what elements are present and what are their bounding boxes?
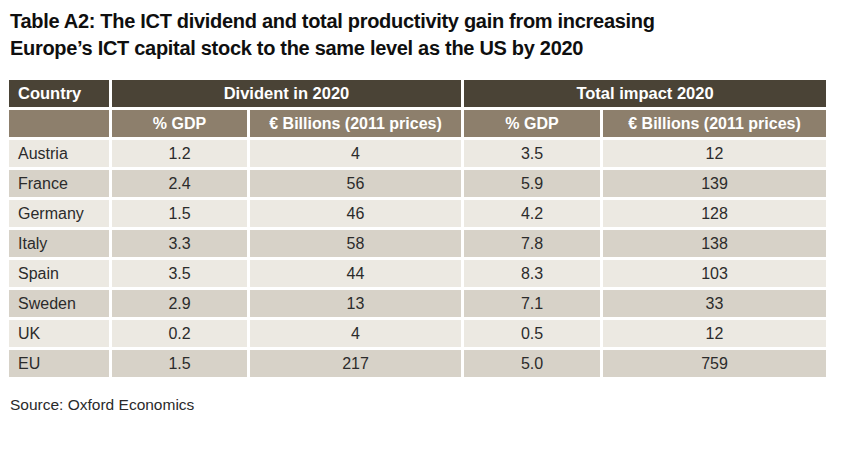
table-row: Germany1.5464.2128	[9, 200, 826, 227]
dividend-billions-cell: 217	[250, 350, 461, 377]
country-cell: Germany	[9, 200, 109, 227]
table-title-line-1: Table A2: The ICT dividend and total pro…	[10, 8, 847, 35]
total-billions-cell: 139	[603, 170, 826, 197]
total-gdp-cell: 3.5	[464, 140, 600, 167]
dividend-billions-cell: 58	[250, 230, 461, 257]
table-row: Spain3.5448.3103	[9, 260, 826, 287]
dividend-gdp-cell: 1.5	[112, 350, 247, 377]
table-body: Austria1.243.512France2.4565.9139Germany…	[9, 140, 826, 377]
total-gdp-cell: 5.9	[464, 170, 600, 197]
table-row: Sweden2.9137.133	[9, 290, 826, 317]
ict-dividend-table: Country Divident in 2020 Total impact 20…	[6, 77, 829, 380]
page: Table A2: The ICT dividend and total pro…	[0, 0, 857, 414]
total-billions-cell: 12	[603, 140, 826, 167]
total-gdp-cell: 8.3	[464, 260, 600, 287]
table-title-text: The ICT dividend and total productivity …	[95, 10, 655, 32]
table-title-prefix: Table A2:	[10, 10, 95, 32]
dividend-gdp-cell: 2.9	[112, 290, 247, 317]
table-row: EU1.52175.0759	[9, 350, 826, 377]
total-gdp-cell: 7.1	[464, 290, 600, 317]
country-cell: Sweden	[9, 290, 109, 317]
country-cell: France	[9, 170, 109, 197]
total-gdp-cell: 0.5	[464, 320, 600, 347]
header-dividend-gdp: % GDP	[112, 110, 247, 137]
table-header-sub-row: % GDP € Billions (2011 prices) % GDP € B…	[9, 110, 826, 137]
total-billions-cell: 128	[603, 200, 826, 227]
total-gdp-cell: 7.8	[464, 230, 600, 257]
table-row: Austria1.243.512	[9, 140, 826, 167]
header-group-total-impact: Total impact 2020	[464, 80, 826, 107]
country-cell: Spain	[9, 260, 109, 287]
header-dividend-billions: € Billions (2011 prices)	[250, 110, 461, 137]
table-title: Table A2: The ICT dividend and total pro…	[10, 8, 847, 62]
table-title-line-2: Europe’s ICT capital stock to the same l…	[10, 35, 847, 62]
dividend-billions-cell: 4	[250, 320, 461, 347]
dividend-billions-cell: 4	[250, 140, 461, 167]
total-billions-cell: 138	[603, 230, 826, 257]
country-cell: UK	[9, 320, 109, 347]
total-billions-cell: 103	[603, 260, 826, 287]
header-total-gdp: % GDP	[464, 110, 600, 137]
dividend-gdp-cell: 3.5	[112, 260, 247, 287]
header-total-billions: € Billions (2011 prices)	[603, 110, 826, 137]
country-cell: Italy	[9, 230, 109, 257]
source-note: Source: Oxford Economics	[10, 396, 847, 414]
total-billions-cell: 759	[603, 350, 826, 377]
dividend-gdp-cell: 1.2	[112, 140, 247, 167]
dividend-billions-cell: 46	[250, 200, 461, 227]
table-row: Italy3.3587.8138	[9, 230, 826, 257]
total-gdp-cell: 5.0	[464, 350, 600, 377]
table-row: France2.4565.9139	[9, 170, 826, 197]
header-group-dividend: Divident in 2020	[112, 80, 461, 107]
table-row: UK0.240.512	[9, 320, 826, 347]
total-billions-cell: 12	[603, 320, 826, 347]
dividend-gdp-cell: 3.3	[112, 230, 247, 257]
total-billions-cell: 33	[603, 290, 826, 317]
header-empty-cell	[9, 110, 109, 137]
total-gdp-cell: 4.2	[464, 200, 600, 227]
table-header: Country Divident in 2020 Total impact 20…	[9, 80, 826, 137]
dividend-gdp-cell: 2.4	[112, 170, 247, 197]
dividend-gdp-cell: 0.2	[112, 320, 247, 347]
dividend-gdp-cell: 1.5	[112, 200, 247, 227]
dividend-billions-cell: 56	[250, 170, 461, 197]
dividend-billions-cell: 13	[250, 290, 461, 317]
table-header-group-row: Country Divident in 2020 Total impact 20…	[9, 80, 826, 107]
dividend-billions-cell: 44	[250, 260, 461, 287]
header-country: Country	[9, 80, 109, 107]
country-cell: EU	[9, 350, 109, 377]
country-cell: Austria	[9, 140, 109, 167]
